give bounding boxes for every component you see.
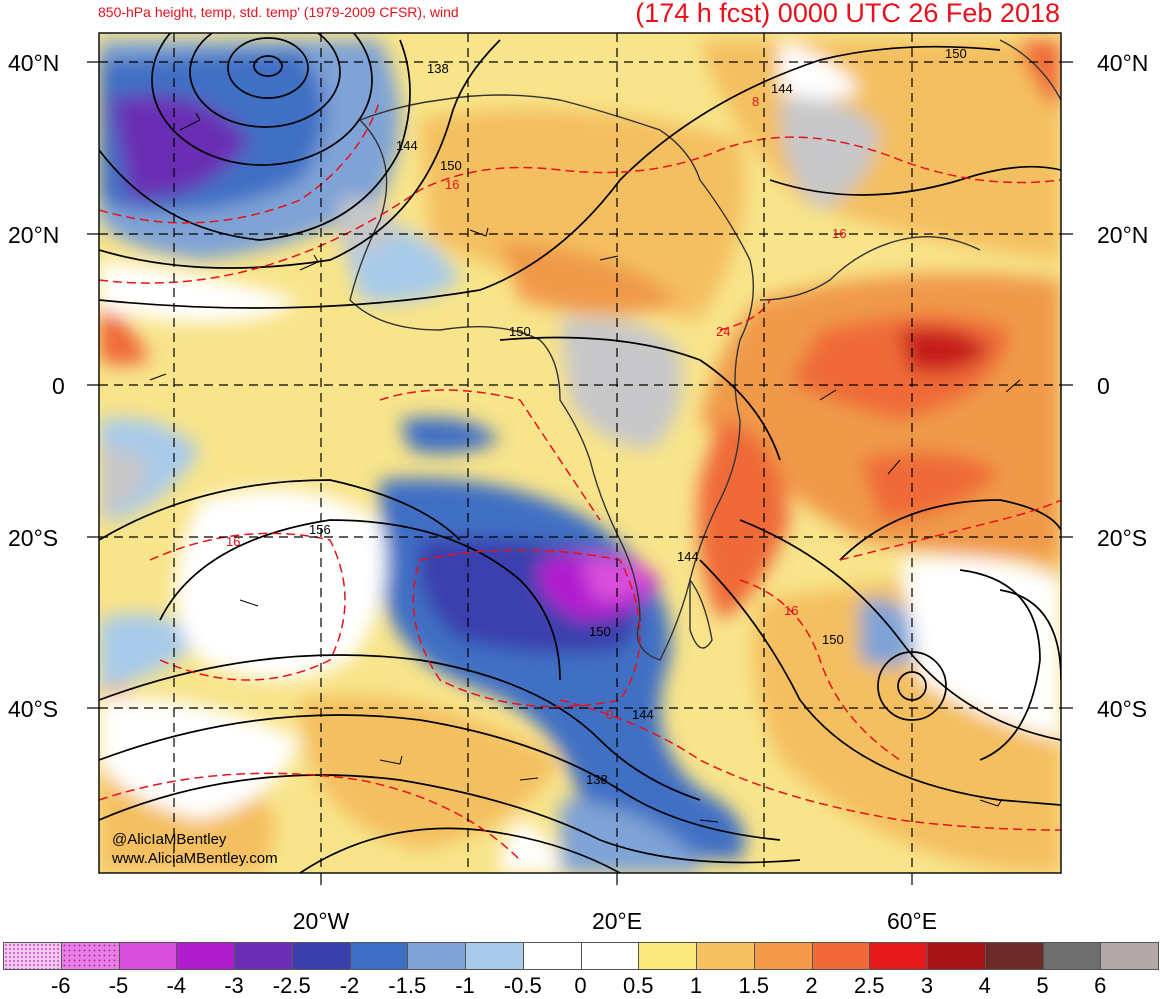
colorbar-swatch — [349, 942, 409, 970]
lat-label-40n-right: 40°N — [1097, 50, 1149, 76]
credit-url: www.AliciaMBentley.com — [112, 850, 278, 867]
colorbar-swatch — [176, 942, 235, 970]
colorbar-swatch — [638, 942, 697, 970]
colorbar-tick-label: -3 — [224, 973, 244, 998]
temp-label: 16 — [445, 177, 459, 192]
colorbar-swatch — [3, 942, 62, 970]
temperature-contours — [99, 99, 1061, 861]
colorbar-tick-label: -2.5 — [272, 973, 311, 998]
height-label: 144 — [396, 138, 418, 153]
colorbar-swatch — [753, 942, 813, 970]
weather-map: 138 144 150 150 150 156 144 150 150 144 … — [87, 32, 1073, 885]
wind-barbs — [149, 112, 1021, 823]
colorbar-tick-label: -0.5 — [503, 973, 542, 998]
height-label: 150 — [822, 632, 844, 647]
temp-label: 8 — [752, 94, 759, 109]
lat-label-20n-right: 20°N — [1097, 222, 1149, 248]
colorbar-tick-label: 2.5 — [853, 973, 885, 998]
colorbar-swatch — [291, 942, 351, 970]
map-title: 850-hPa height, temp, std. temp' (1979-2… — [98, 4, 459, 20]
height-contours — [99, 33, 1061, 873]
colorbar-tick-label: 0.5 — [622, 973, 654, 998]
lat-label-20s-right: 20°S — [1097, 525, 1148, 551]
credit-handle: @AlicIaMBentley — [112, 831, 227, 848]
temp-label: 24 — [716, 324, 730, 339]
colorbar-tick-label: -4 — [166, 973, 187, 998]
height-label: 156 — [309, 522, 331, 537]
colorbar-tick-label: 2 — [805, 973, 818, 998]
colorbar-tick-label: 0 — [574, 973, 587, 998]
colorbar-tick-label: -6 — [50, 973, 71, 998]
colorbar-swatch — [1042, 942, 1102, 970]
colorbar-tick-label: 3 — [920, 973, 934, 998]
colorbar-swatch — [407, 942, 466, 970]
colorbar-swatch — [522, 942, 582, 970]
lat-label-eq-left: 0 — [52, 373, 65, 399]
colorbar-swatch — [927, 942, 986, 970]
coastlines — [349, 39, 1061, 661]
contour-labels: 138 144 150 150 150 156 144 150 150 144 … — [226, 46, 967, 787]
temp-label: 0 — [606, 707, 613, 722]
height-label: 144 — [771, 81, 793, 96]
axis-ticks — [87, 61, 1073, 885]
colorbar-tick-label: 1 — [689, 973, 703, 998]
height-label: 138 — [427, 61, 449, 76]
colorbar-swatch — [696, 942, 755, 970]
colorbar-tick-label: 4 — [978, 973, 991, 998]
height-label: 150 — [945, 46, 967, 61]
colorbar-swatch — [869, 942, 928, 970]
colorbar-tick-label: 1.5 — [738, 973, 770, 998]
lon-label-60e: 60°E — [886, 908, 938, 934]
height-label: 138 — [586, 772, 608, 787]
lon-label-20e: 20°E — [591, 908, 643, 934]
colorbar-swatch — [465, 942, 524, 970]
colorbar-swatch — [118, 942, 178, 970]
temp-label: 16 — [832, 226, 846, 241]
colorbar-swatch — [811, 942, 871, 970]
height-label: 144 — [677, 549, 699, 564]
colorbar-tick-label: -1.5 — [388, 973, 427, 998]
colorbar-swatch — [984, 942, 1044, 970]
lon-label-20w: 20°W — [292, 908, 350, 934]
colorbar-swatch — [60, 942, 120, 970]
temp-label: 16 — [784, 603, 798, 618]
forecast-time-title: (174 h fcst) 0000 UTC 26 Feb 2018 — [635, 0, 1060, 28]
lat-label-eq-right: 0 — [1097, 373, 1110, 399]
colorbar-swatch — [580, 942, 640, 970]
lat-label-40s-left: 40°S — [8, 696, 59, 722]
height-label: 150 — [440, 158, 462, 173]
temp-label: 16 — [226, 534, 240, 549]
height-label: 150 — [589, 624, 611, 639]
lat-label-20n-left: 20°N — [8, 222, 60, 248]
colorbar-swatch — [234, 942, 293, 970]
colorbar-tick-label: 5 — [1036, 973, 1049, 998]
colorbar-tick-label: -1 — [455, 973, 475, 998]
graticule — [99, 33, 1061, 873]
lat-label-40s-right: 40°S — [1097, 696, 1148, 722]
colorbar-swatch — [1100, 942, 1159, 970]
colorbar-tick-label: -5 — [108, 973, 129, 998]
colorbar — [3, 942, 1159, 972]
height-label: 144 — [632, 707, 654, 722]
lat-label-20s-left: 20°S — [8, 525, 59, 551]
colorbar-tick-label: -2 — [339, 973, 360, 998]
map-frame — [98, 32, 1062, 874]
colorbar-tick-label: 6 — [1094, 973, 1107, 998]
anomaly-field — [99, 33, 1061, 873]
lat-label-40n-left: 40°N — [8, 50, 60, 76]
height-label: 150 — [509, 324, 531, 339]
